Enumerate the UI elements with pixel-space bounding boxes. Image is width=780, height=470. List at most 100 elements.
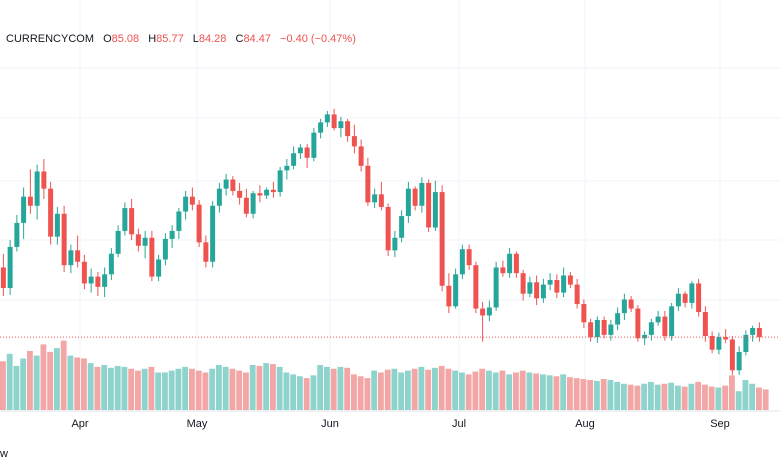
candle-body	[399, 216, 405, 238]
candle-body	[108, 253, 114, 275]
candle-body	[385, 206, 391, 251]
volume-bar	[249, 365, 256, 410]
candle-body	[750, 328, 756, 335]
candle-body	[527, 282, 533, 294]
volume-bar	[398, 372, 405, 410]
volume-bar	[634, 385, 641, 410]
candle-body	[21, 196, 27, 223]
open-key: O	[103, 33, 112, 45]
candle-body	[540, 284, 546, 299]
volume-bar	[411, 368, 418, 410]
candle-body	[682, 293, 688, 303]
grid-lines	[0, 0, 780, 410]
volume-bar	[492, 372, 499, 410]
month-label: Apr	[71, 418, 88, 430]
candle-body	[561, 275, 567, 293]
volume-bar	[148, 366, 155, 410]
volume-bar	[0, 361, 6, 410]
candle-body	[122, 208, 128, 231]
volume-bar	[175, 368, 182, 410]
candle-body	[88, 276, 94, 284]
volume-bar	[337, 366, 344, 410]
volume-bar	[762, 389, 769, 410]
candle-body	[250, 193, 256, 214]
volume-bar	[324, 366, 330, 410]
candle-body	[230, 179, 236, 191]
candle-body	[621, 299, 627, 314]
volume-bar	[384, 369, 391, 410]
volume-bar	[270, 364, 276, 410]
candle-body	[547, 280, 553, 285]
volume-bar	[344, 367, 351, 410]
volume-bar	[681, 386, 688, 410]
volume-bar	[648, 381, 654, 410]
candle-body	[291, 153, 297, 166]
candle-body	[574, 284, 580, 305]
high-key: H	[148, 33, 157, 45]
candlesticks	[0, 108, 762, 375]
candle-body	[203, 242, 209, 262]
candle-body	[27, 196, 33, 206]
candle-body	[264, 189, 270, 196]
candle-body	[459, 249, 465, 275]
volume-bar	[27, 350, 33, 410]
volume-bar	[600, 379, 607, 410]
volume-bar	[364, 378, 371, 410]
volume-bar	[108, 367, 114, 410]
candle-body	[446, 285, 452, 307]
candle-body	[723, 337, 729, 340]
volume-bar	[47, 351, 54, 410]
candle-body	[594, 320, 600, 338]
candle-body	[608, 324, 614, 335]
candle-body	[453, 274, 459, 307]
volume-bar	[735, 391, 742, 410]
volume-bar	[290, 374, 297, 410]
candle-body	[324, 114, 330, 123]
candle-body	[75, 250, 81, 262]
candle-body	[743, 334, 749, 352]
volume-bar	[627, 384, 634, 410]
volume-bar	[607, 380, 614, 410]
ohlc-legend: CURRENCYCOM O85.08 H85.77 L84.28 C84.47 …	[6, 33, 356, 45]
candle-body	[702, 312, 708, 337]
volume-bar	[486, 370, 492, 410]
candle-body	[378, 194, 384, 207]
candle-body	[466, 249, 472, 266]
candle-body	[655, 316, 661, 323]
candle-body	[493, 267, 499, 308]
candle-body	[675, 293, 681, 307]
candle-body	[311, 132, 317, 158]
volume-bar	[594, 380, 600, 410]
candle-body	[736, 352, 742, 371]
volume-bar	[60, 340, 67, 410]
volume-bar	[506, 374, 513, 410]
volume-bar	[573, 378, 580, 410]
candle-body	[473, 265, 479, 309]
candle-body	[372, 194, 378, 203]
candle-body	[7, 246, 13, 289]
volume-bar	[195, 370, 202, 410]
candle-body	[480, 308, 486, 316]
volume-bar	[722, 385, 729, 410]
month-label: Sep	[710, 418, 730, 430]
volume-bar	[74, 357, 81, 410]
volume-bar	[688, 383, 695, 410]
candle-body	[642, 334, 648, 339]
candle-body	[149, 237, 155, 277]
candle-body	[297, 147, 303, 154]
volume-bar	[432, 367, 438, 410]
change-value: −0.40 (−0.47%)	[280, 33, 356, 45]
volume-bar	[182, 366, 189, 410]
volume-bar	[560, 374, 567, 410]
volume-bar	[283, 372, 290, 410]
open-value: 85.08	[111, 33, 140, 45]
candle-body	[716, 337, 722, 350]
candle-body	[34, 171, 40, 206]
volume-bar	[33, 355, 40, 410]
candle-body	[102, 274, 108, 287]
close-value: 84.47	[243, 33, 271, 45]
candle-body	[284, 165, 290, 171]
volume-bar	[155, 372, 162, 410]
